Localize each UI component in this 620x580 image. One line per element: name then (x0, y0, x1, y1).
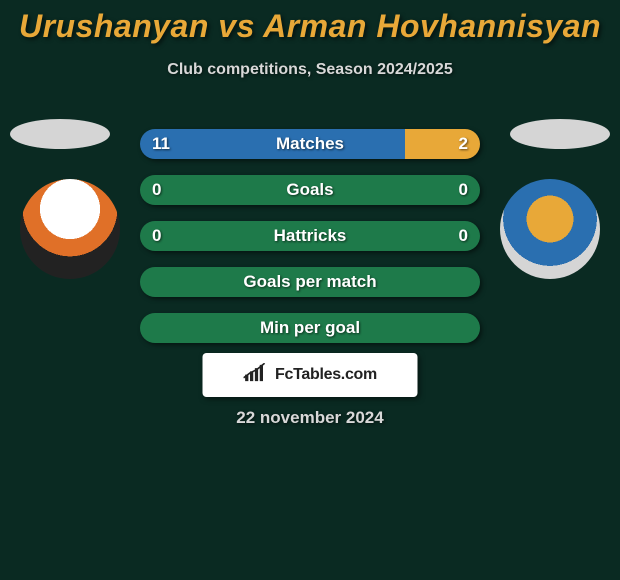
player2-avatar-placeholder (510, 119, 610, 149)
comparison-title: Urushanyan vs Arman Hovhannisyan (0, 0, 620, 45)
stat-label: Matches (140, 129, 480, 159)
player2-club-badge (500, 179, 600, 279)
player1-avatar-placeholder (10, 119, 110, 149)
branding-text: FcTables.com (275, 366, 377, 384)
stat-row: Goals per match (140, 267, 480, 297)
snapshot-date: 22 november 2024 (0, 408, 620, 428)
stat-row: 112Matches (140, 129, 480, 159)
stat-label: Goals per match (140, 267, 480, 297)
branding-box: FcTables.com (203, 353, 418, 397)
stat-label: Hattricks (140, 221, 480, 251)
competition-subtitle: Club competitions, Season 2024/2025 (0, 61, 620, 79)
comparison-chart: 112Matches 00Goals 00Hattricks Goals per ma… (0, 119, 620, 379)
stat-row: Min per goal (140, 313, 480, 343)
stat-row: 00Goals (140, 175, 480, 205)
player1-club-badge (20, 179, 120, 279)
stat-label: Min per goal (140, 313, 480, 343)
bar-chart-icon (243, 363, 269, 388)
stat-label: Goals (140, 175, 480, 205)
stat-row: 00Hattricks (140, 221, 480, 251)
stat-rows-container: 112Matches 00Goals 00Hattricks Goals per ma… (140, 129, 480, 359)
